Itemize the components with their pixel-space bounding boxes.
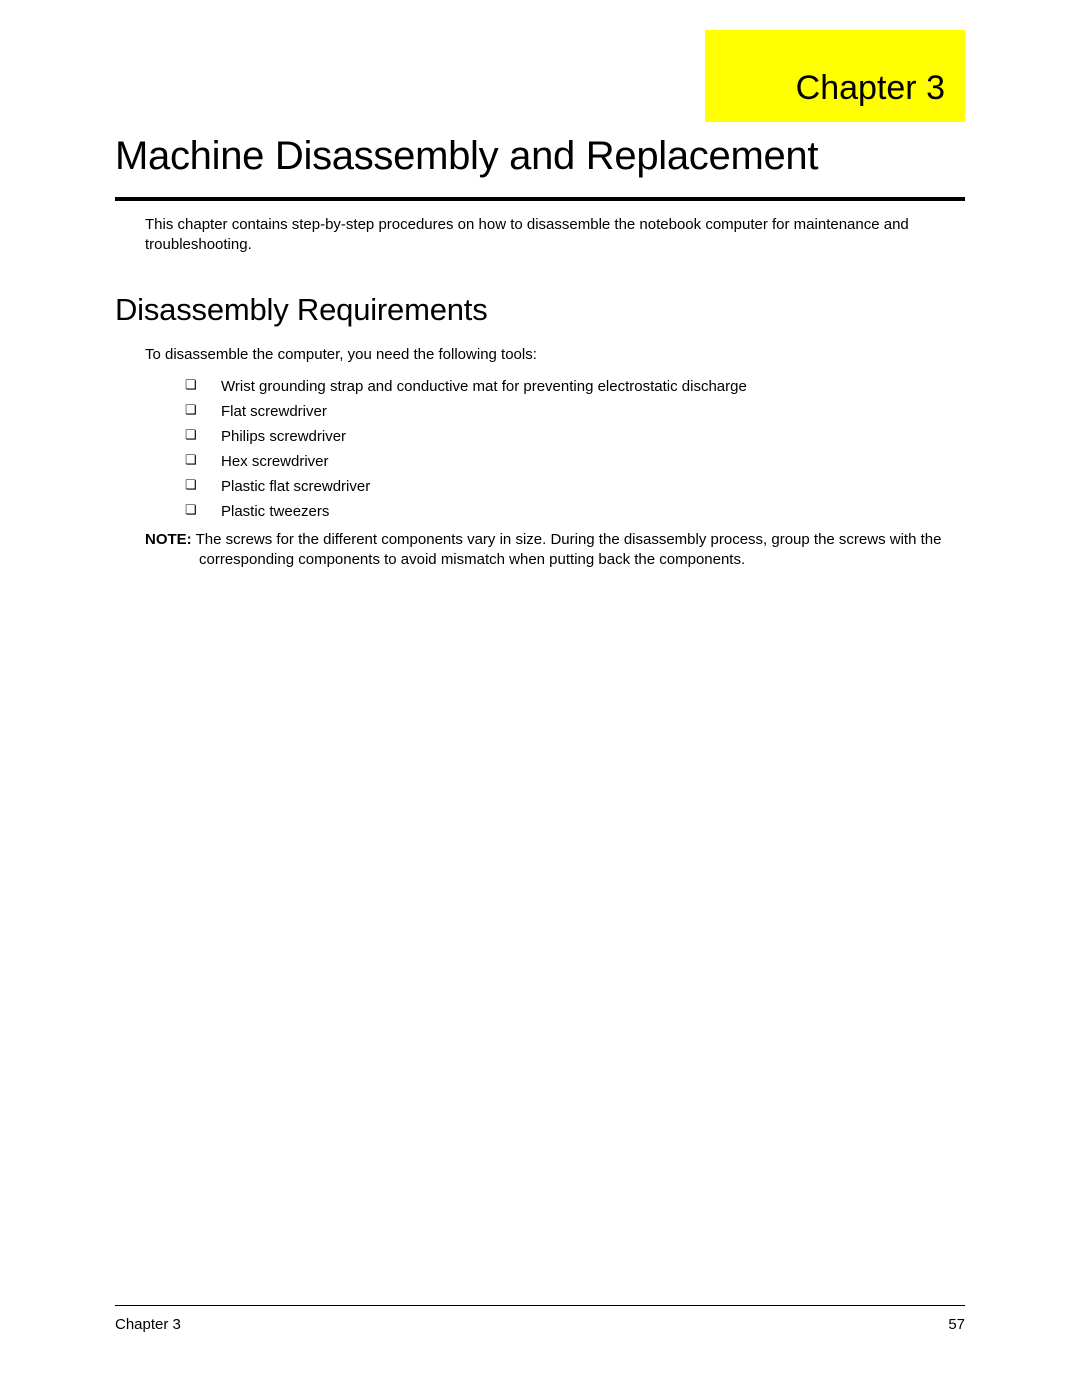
tool-list: Wrist grounding strap and conductive mat… [115, 375, 965, 524]
list-item: Wrist grounding strap and conductive mat… [185, 375, 965, 399]
intro-paragraph: This chapter contains step-by-step proce… [115, 215, 965, 256]
chapter-badge-label: Chapter 3 [796, 69, 945, 108]
list-item: Philips screwdriver [185, 425, 965, 449]
lead-text: To disassemble the computer, you need th… [115, 346, 965, 363]
page-footer: Chapter 3 57 [115, 1305, 965, 1333]
footer-left: Chapter 3 [115, 1316, 181, 1333]
page-title: Machine Disassembly and Replacement [115, 134, 965, 201]
section-heading: Disassembly Requirements [115, 292, 965, 328]
list-item: Hex screwdriver [185, 450, 965, 474]
chapter-badge: Chapter 3 [705, 30, 965, 122]
footer-right: 57 [948, 1316, 965, 1333]
note-block: NOTE: The screws for the different compo… [115, 530, 965, 571]
list-item: Flat screwdriver [185, 400, 965, 424]
document-page: Chapter 3 Machine Disassembly and Replac… [0, 0, 1080, 1397]
list-item: Plastic tweezers [185, 500, 965, 524]
list-item: Plastic flat screwdriver [185, 475, 965, 499]
